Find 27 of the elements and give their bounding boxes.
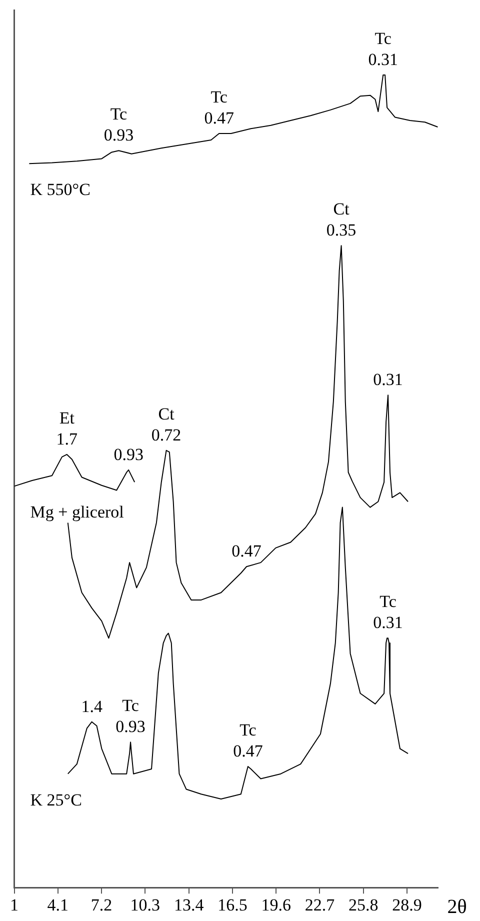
x-tick-label: 22.7 [304, 895, 336, 914]
annotation: Tc 0.47 [233, 720, 264, 760]
annotation: Tc 0.93 [104, 104, 134, 145]
x-tick-label: 13.4 [174, 895, 204, 914]
x-tick-label: 7.2 [90, 895, 112, 914]
x-tick-label: 4.1 [47, 895, 69, 914]
x-tick-label: 16.5 [218, 895, 248, 914]
x-tick-label: 19.6 [261, 895, 291, 914]
annotation: Tc 0.47 [204, 87, 234, 128]
x-tick-label: 25.8 [348, 895, 378, 914]
annotation: Ct 0.72 [151, 404, 182, 444]
annotation: 1.4 [81, 696, 103, 716]
x-tick-label: 28.9 [392, 895, 422, 914]
x-axis-title: 2θ [447, 896, 467, 918]
annotation: 0.31 [373, 370, 403, 390]
annotation: Ct 0.35 [326, 200, 356, 240]
annotation: 0.47 [232, 542, 262, 561]
series-label: K 550°C [30, 180, 90, 200]
annotation: Et 1.7 [56, 408, 78, 448]
annotation: 0.93 [114, 444, 144, 464]
series-label: K 25°C [30, 790, 82, 810]
annotation: Tc 0.31 [373, 592, 403, 632]
series-label: Mg + glicerol [30, 502, 124, 522]
annotation: Tc 0.93 [116, 696, 146, 736]
x-tick-label: 1 [10, 895, 18, 914]
annotation: Tc 0.31 [368, 28, 398, 69]
x-tick-label: 10.3 [130, 895, 160, 914]
